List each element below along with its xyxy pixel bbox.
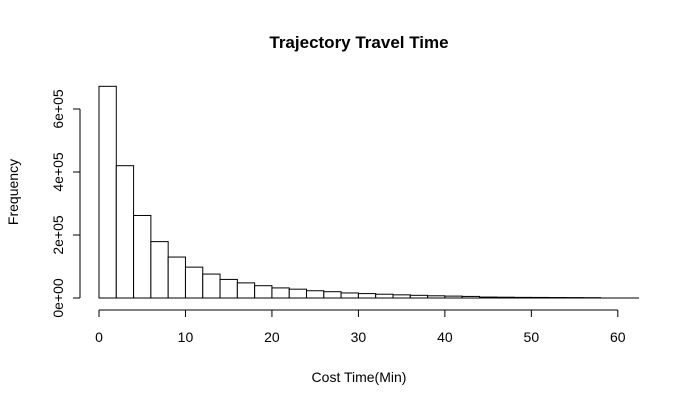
histogram-bar (306, 290, 325, 299)
histogram-bar (98, 85, 117, 299)
y-axis-label: Frequency (5, 159, 21, 225)
histogram-bar (254, 285, 273, 299)
y-tick-label: 0e+00 (50, 278, 66, 318)
histogram-bar (115, 165, 135, 299)
bars-group (98, 85, 602, 299)
histogram-bar (357, 293, 377, 299)
x-axis-ticks: 0 10 20 30 40 50 60 (95, 309, 626, 345)
histogram-bar (375, 293, 394, 299)
x-tick-label: 30 (351, 329, 367, 345)
x-tick-label: 20 (264, 329, 280, 345)
x-axis-label: Cost Time(Min) (312, 369, 407, 385)
y-tick-label: 4e+05 (50, 152, 66, 192)
histogram-bar (236, 282, 256, 299)
histogram-bar (271, 287, 290, 299)
histogram-bar (167, 256, 186, 299)
y-tick-label: 6e+05 (50, 89, 66, 129)
histogram-bar (133, 214, 152, 299)
histogram-bar (340, 292, 359, 299)
histogram-bar (150, 241, 169, 299)
x-tick-label: 40 (437, 329, 453, 345)
histogram-bar (288, 288, 308, 299)
histogram-bar (323, 291, 342, 299)
x-tick-label: 50 (524, 329, 540, 345)
y-tick-label: 2e+05 (50, 215, 66, 255)
histogram-bar (184, 266, 204, 299)
x-tick-label: 10 (178, 329, 194, 345)
histogram-bar (202, 273, 221, 299)
x-tick-label: 60 (610, 329, 626, 345)
x-tick-label: 0 (95, 329, 103, 345)
y-axis-ticks: 0e+00 2e+05 4e+05 6e+05 (50, 89, 80, 318)
chart-title: Trajectory Travel Time (269, 33, 448, 52)
histogram-bar (219, 278, 238, 299)
